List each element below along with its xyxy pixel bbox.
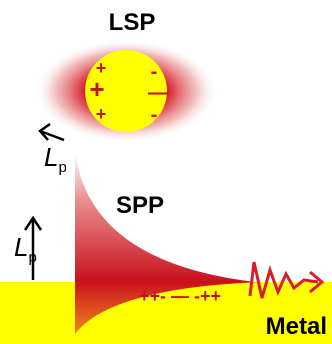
lp-label: Lp [44,142,67,176]
spp-charges: ++- — -++ [139,286,221,306]
lsp-label: LSP [109,9,156,36]
lp-symbol: L [44,142,58,172]
charge: - [151,104,158,126]
lp-subscript: p [58,159,66,176]
metal-label: Metal [266,313,327,340]
lp-subscript: p [28,249,36,266]
charge: + [96,104,107,124]
charge: + [89,74,104,104]
charge: - [151,61,158,83]
diagram: LSP + + + - — - Lp SPP Lp ++- — -++ Meta… [0,0,332,344]
spp-label: SPP [116,192,164,219]
page: LSP + + + - — - Lp SPP Lp ++- — -++ Meta… [0,0,332,344]
charge: — [148,82,168,104]
lp-symbol: L [14,232,28,262]
spp-field [75,150,255,282]
metal-left [0,282,75,344]
